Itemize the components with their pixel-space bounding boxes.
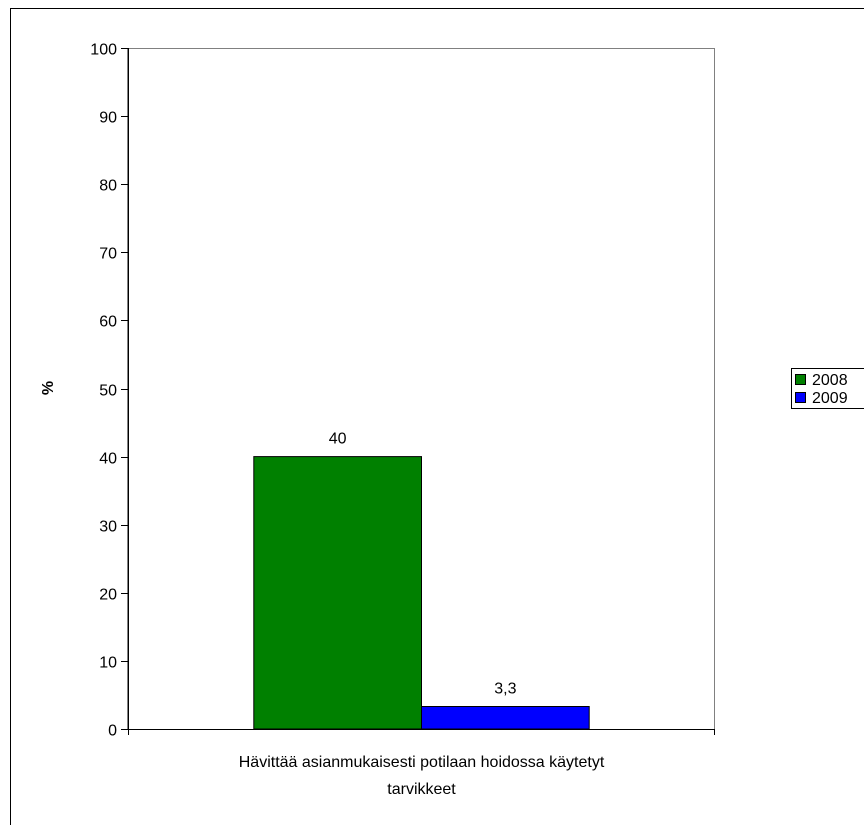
- data-label: 3,3: [494, 681, 516, 698]
- y-tick-label: 0: [108, 723, 117, 740]
- legend-label: 2009: [812, 390, 848, 407]
- bar-2008: [254, 457, 422, 729]
- x-category-label: Hävittää asianmukaisesti potilaan hoidos…: [239, 754, 605, 771]
- legend-swatch-2008: [796, 375, 806, 385]
- bar-2009: [422, 707, 590, 730]
- y-tick-label: 80: [99, 178, 117, 195]
- y-tick-label: 90: [99, 110, 117, 127]
- y-tick-label: 30: [99, 519, 117, 536]
- y-tick-label: 20: [99, 587, 117, 604]
- y-tick-label: 60: [99, 314, 117, 331]
- y-tick-label: 50: [99, 383, 117, 400]
- y-tick-label: 100: [90, 42, 117, 59]
- y-tick-label: 40: [99, 451, 117, 468]
- legend-label: 2008: [812, 372, 848, 389]
- y-tick-label: 10: [99, 655, 117, 672]
- data-label: 40: [329, 431, 347, 448]
- legend-swatch-2009: [796, 393, 806, 403]
- y-tick-label: 70: [99, 246, 117, 263]
- y-axis-title: %: [40, 381, 57, 395]
- x-category-label: tarvikkeet: [387, 781, 456, 798]
